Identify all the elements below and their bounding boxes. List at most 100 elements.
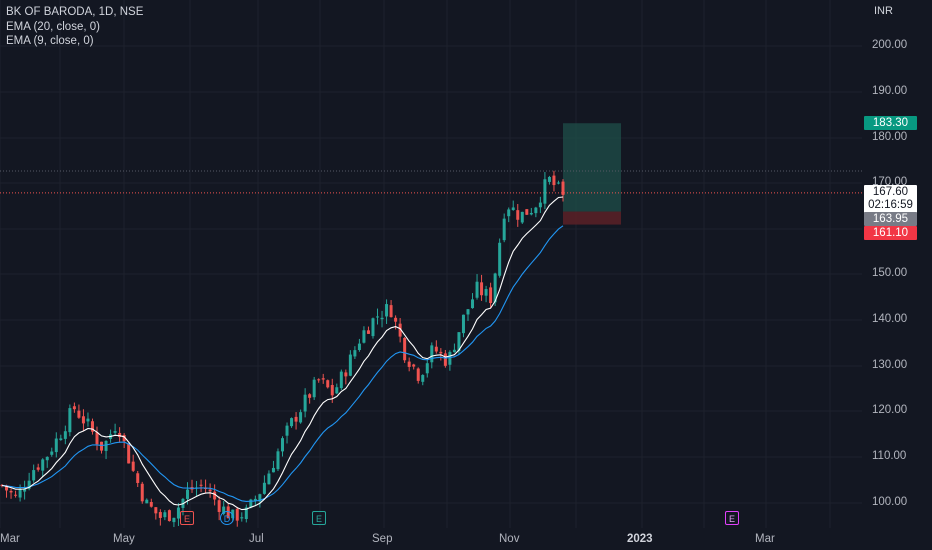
candle-body	[176, 507, 180, 519]
candle-body	[36, 467, 40, 470]
candle-body	[344, 372, 348, 377]
last-price-value: 167.60	[872, 186, 909, 198]
earnings-event-icon[interactable]: E	[180, 511, 194, 525]
candle-body	[516, 210, 520, 220]
candle-body	[412, 364, 416, 367]
candle-body	[72, 406, 76, 410]
candle-body	[321, 378, 325, 380]
dividend-event-icon[interactable]: D	[220, 511, 234, 525]
candle-body	[45, 456, 49, 461]
candle-body	[561, 181, 565, 195]
time-tick-label: Jul	[249, 533, 264, 545]
candle-body	[443, 353, 447, 366]
candle-body	[222, 506, 226, 514]
candle-body	[14, 494, 18, 496]
candle-body	[348, 354, 352, 376]
symbol-title[interactable]: BK OF BARODA, 1D, NSE	[6, 6, 144, 18]
candle-body	[217, 500, 221, 512]
candle-body	[498, 242, 502, 276]
earnings-event-icon[interactable]: E	[725, 511, 739, 525]
candle-body	[262, 482, 266, 494]
candle-body	[23, 488, 27, 492]
ema20-legend[interactable]: EMA (20, close, 0)	[6, 20, 100, 33]
price-tick-label: 190.00	[872, 85, 908, 97]
time-tick-label: May	[113, 533, 135, 545]
price-tick-label: 140.00	[872, 313, 908, 325]
candle-body	[100, 441, 104, 451]
candle-body	[556, 182, 560, 184]
earnings-event-icon[interactable]: E	[312, 511, 326, 525]
candle-body	[425, 363, 429, 374]
stop-price-label: 161.10	[864, 226, 917, 240]
ema9-line	[1, 196, 564, 511]
candle-body	[235, 508, 239, 521]
candle-body	[493, 273, 497, 303]
candle-body	[27, 480, 31, 489]
candle-body	[32, 470, 36, 481]
candle-body	[167, 510, 171, 522]
candle-body	[529, 212, 533, 215]
candle-body	[54, 438, 58, 453]
candle-body	[403, 337, 407, 361]
currency-label: INR	[874, 5, 893, 17]
price-tick-label: 200.00	[872, 39, 908, 51]
candle-body	[471, 299, 475, 309]
candle-body	[41, 459, 45, 471]
candle-body	[127, 443, 131, 464]
candle-body	[18, 489, 22, 498]
time-tick-label: Nov	[499, 533, 520, 545]
candle-body	[158, 512, 162, 518]
candle-body	[371, 318, 375, 337]
candle-body	[407, 361, 411, 367]
candle-body	[95, 432, 99, 445]
candle-body	[244, 507, 248, 520]
candle-body	[285, 425, 289, 436]
price-tick-label: 130.00	[872, 359, 908, 371]
candle-body	[299, 412, 303, 423]
candle-body	[104, 440, 108, 451]
time-tick-label: Mar	[755, 533, 775, 545]
candle-body	[199, 484, 203, 486]
candle-body	[59, 438, 63, 441]
target-price-label: 183.30	[864, 116, 917, 130]
candle-body	[240, 517, 244, 519]
candle-body	[154, 507, 158, 514]
target-zone[interactable]	[563, 123, 621, 212]
candle-body	[113, 431, 117, 433]
stop-zone[interactable]	[563, 211, 621, 225]
candle-body	[416, 368, 420, 381]
chart-legend: BK OF BARODA, 1D, NSE EMA (20, close, 0)…	[6, 5, 143, 49]
price-tick-label: 120.00	[872, 404, 908, 416]
candle-body	[131, 461, 135, 471]
candle-body	[68, 408, 72, 433]
candle-body	[9, 490, 13, 493]
price-tick-label: 110.00	[872, 450, 907, 462]
candle-body	[258, 494, 262, 502]
candle-body	[538, 202, 542, 208]
candle-body	[249, 499, 253, 508]
candle-body	[507, 209, 511, 217]
candle-body	[90, 421, 94, 432]
candle-body	[208, 489, 212, 492]
candle-body	[50, 451, 54, 455]
candle-body	[145, 499, 149, 504]
candle-body	[525, 209, 529, 215]
candle-body	[81, 416, 85, 424]
candle-body	[398, 323, 402, 337]
candle-body	[326, 380, 330, 388]
candle-body	[140, 483, 144, 502]
candle-body	[421, 375, 425, 382]
ema9-legend[interactable]: EMA (9, close, 0)	[6, 35, 94, 47]
candle-body	[380, 317, 384, 320]
time-tick-label: Sep	[372, 533, 393, 545]
candle-body	[63, 431, 67, 439]
candle-body	[303, 394, 307, 412]
candle-body	[312, 379, 316, 398]
candle-body	[172, 517, 176, 523]
candle-body	[271, 467, 275, 473]
chart-grid	[0, 0, 862, 528]
candle-body	[534, 207, 538, 214]
candle-body	[430, 345, 434, 363]
candle-body	[434, 346, 438, 352]
